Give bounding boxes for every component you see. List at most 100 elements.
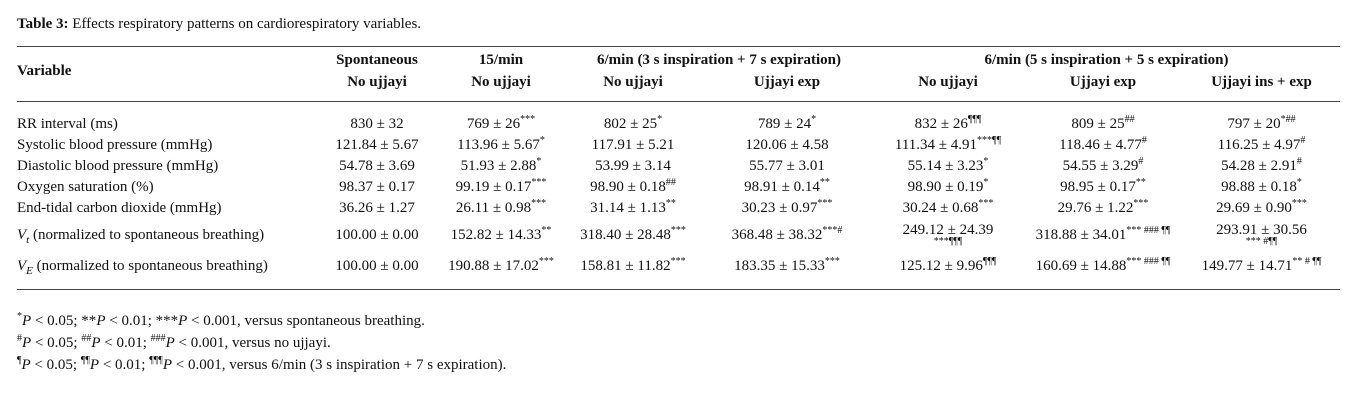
- table-cell: 53.99 ± 3.14: [565, 156, 701, 177]
- table-cell: 98.90 ± 0.18##: [565, 177, 701, 198]
- cell-significance: *##: [1280, 114, 1296, 125]
- table-cell: 160.69 ± 14.88*** ### ¶¶: [1023, 251, 1183, 281]
- footnote-text: < 0.01; ***: [105, 313, 179, 329]
- cell-stack: 249.12 ± 24.39 ***¶¶¶: [903, 223, 994, 247]
- cell-significance: *: [983, 156, 989, 167]
- cell-value: 830 ± 32: [350, 116, 404, 132]
- table-cell: 100.00 ± 0.00: [317, 251, 437, 281]
- cell-significance: **: [665, 198, 676, 209]
- cell-significance: ¶¶¶: [982, 255, 997, 267]
- cell-significance: *: [1296, 177, 1302, 188]
- table-cell: 318.88 ± 34.01*** ### ¶¶: [1023, 219, 1183, 251]
- header-rule: [17, 101, 1341, 102]
- cell-significance: *: [811, 114, 817, 125]
- cell-value: 190.88 ± 17.02: [448, 257, 539, 274]
- table-cell: 116.25 ± 4.97#: [1183, 135, 1340, 156]
- footnote-text: < 0.001, versus spontaneous breathing.: [187, 313, 425, 329]
- variable-symbol: V: [17, 257, 27, 274]
- footnote-text: < 0.001, versus no ujjayi.: [174, 335, 331, 351]
- cell-value: 113.96 ± 5.67: [457, 137, 540, 153]
- header-variable: Variable: [17, 63, 72, 79]
- cell-significance: ***: [670, 255, 686, 267]
- table-caption: Table 3: Effects respiratory patterns on…: [17, 14, 1340, 34]
- row-variable: Systolic blood pressure (mmHg): [17, 135, 317, 156]
- table-cell: 121.84 ± 5.67: [317, 135, 437, 156]
- footnote-marker: ###: [150, 333, 166, 344]
- table-row: RR interval (ms) 830 ± 32 769 ± 26*** 802 ±…: [17, 114, 1340, 135]
- table-header: Variable Spontaneous 15/min 6/min (3 s i…: [17, 47, 1341, 102]
- row-variable: Oxygen saturation (%): [17, 177, 317, 198]
- variable-label: Diastolic blood pressure (mmHg): [17, 158, 219, 174]
- table-cell: 120.06 ± 4.58: [701, 135, 873, 156]
- cell-significance: #: [1300, 135, 1306, 146]
- table-cell: 293.91 ± 30.56 *** #¶¶: [1183, 219, 1340, 251]
- cell-value: 30.24 ± 0.68: [902, 200, 979, 216]
- footnote-text: < 0.001, versus 6/min (3 s inspiration +…: [171, 357, 507, 373]
- header-sub: No ujjayi: [918, 74, 978, 90]
- table-cell: 789 ± 24*: [701, 114, 873, 135]
- footnote-text: < 0.05;: [30, 357, 81, 373]
- table-cell: 26.11 ± 0.98***: [437, 198, 565, 219]
- cell-stack: 293.91 ± 30.56 *** #¶¶: [1216, 223, 1307, 247]
- cell-significance: ***: [1291, 198, 1307, 209]
- cell-significance: ***: [978, 198, 994, 209]
- footnote-marker: ¶: [17, 355, 22, 366]
- cell-value: 249.12 ± 24.39: [902, 222, 994, 238]
- cell-value: 26.11 ± 0.98: [455, 200, 532, 216]
- header-sub: No ujjayi: [603, 74, 663, 90]
- footnote-marker: #: [17, 333, 22, 344]
- cell-significance: ***: [520, 114, 536, 125]
- variable-symbol-subscript: t: [26, 233, 30, 246]
- footnote-marker: ¶¶: [80, 355, 90, 366]
- table-cell: 125.12 ± 9.96¶¶¶: [873, 251, 1023, 281]
- table-cell: 809 ± 25##: [1023, 114, 1183, 135]
- cell-value: 183.35 ± 15.33: [734, 257, 825, 274]
- cell-significance: ***¶¶¶: [933, 236, 963, 247]
- cell-value: 797 ± 20: [1227, 116, 1281, 132]
- cell-significance: ***#: [822, 224, 843, 236]
- row-variable: RR interval (ms): [17, 114, 317, 135]
- table-cell: 29.76 ± 1.22***: [1023, 198, 1183, 219]
- row-variable: VE (normalized to spontaneous breathing): [17, 251, 317, 281]
- variable-label: (normalized to spontaneous breathing): [32, 257, 268, 274]
- cell-value: 98.88 ± 0.18: [1221, 179, 1297, 195]
- cell-value: 99.19 ± 0.17: [455, 179, 532, 195]
- header-sub: No ujjayi: [471, 74, 531, 90]
- footnote-p: P: [91, 335, 101, 351]
- cell-value: 152.82 ± 14.33: [450, 226, 542, 243]
- cell-value: 98.37 ± 0.17: [339, 179, 415, 195]
- footnote-text: < 0.01;: [99, 357, 150, 373]
- cell-significance: ***: [824, 255, 840, 267]
- table-cell: 802 ± 25*: [565, 114, 701, 135]
- table-cell: 113.96 ± 5.67*: [437, 135, 565, 156]
- cell-significance: #: [1141, 135, 1147, 146]
- table-cell: 100.00 ± 0.00: [317, 219, 437, 251]
- table-cell: 158.81 ± 11.82***: [565, 251, 701, 281]
- table-cell: 190.88 ± 17.02***: [437, 251, 565, 281]
- table-cell: 30.23 ± 0.97***: [701, 198, 873, 219]
- cell-value: 368.48 ± 38.32: [731, 226, 823, 243]
- cell-significance: ***: [1133, 198, 1149, 209]
- cell-value: 51.93 ± 2.88: [460, 158, 537, 174]
- cell-value: 54.55 ± 3.29: [1062, 158, 1139, 174]
- cell-significance: *: [536, 156, 542, 167]
- table-cell: 152.82 ± 14.33**: [437, 219, 565, 251]
- cell-significance: ***: [531, 198, 547, 209]
- header-sub: Ujjayi ins + exp: [1211, 74, 1312, 90]
- cell-significance: **: [541, 224, 552, 236]
- table-cell: 54.78 ± 3.69: [317, 156, 437, 177]
- footnote-text: < 0.01;: [100, 335, 151, 351]
- footnote-p: P: [89, 357, 100, 373]
- cell-significance: **: [1135, 177, 1146, 188]
- table-cell: 98.91 ± 0.14**: [701, 177, 873, 198]
- table-cell: 30.24 ± 0.68***: [873, 198, 1023, 219]
- cell-value: 98.91 ± 0.14: [744, 179, 820, 195]
- header-sub: Ujjayi exp: [753, 74, 821, 90]
- footnote-text: < 0.05; **: [31, 313, 97, 329]
- cell-significance: #: [1296, 156, 1302, 167]
- table-cell: 31.14 ± 1.13**: [565, 198, 701, 219]
- variable-label: Oxygen saturation (%): [17, 179, 154, 195]
- header-group-15min: 15/min: [478, 52, 524, 68]
- header-sub: No ujjayi: [347, 74, 407, 90]
- cell-value: 120.06 ± 4.58: [745, 137, 829, 153]
